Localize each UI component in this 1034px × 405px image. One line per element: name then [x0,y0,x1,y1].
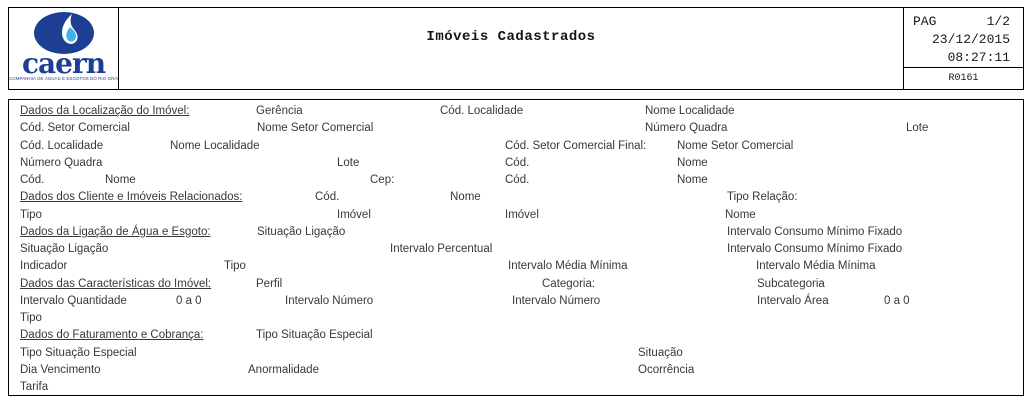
field-label: Nome [450,191,481,203]
field-label: Cód. [20,174,45,186]
logo-tagline: COMPANHIA DE ÁGUAS E ESGOTOS DO RIO GRAN… [9,76,118,81]
page-info-cell: PAG 1/2 23/12/2015 08:27:11 R0161 [903,8,1023,89]
pag-label: PAG [913,14,937,29]
field-label: Ocorrência [638,364,695,376]
pag-value: 1/2 [986,14,1010,29]
field-value: 0 a 0 [176,295,202,307]
field-label: Cód. [315,191,340,203]
body-row: Dados do Faturamento e Cobrança: Tipo Si… [9,329,1023,346]
field-label: Intervalo Média Mínima [508,260,628,272]
field-label: Situação Ligação [20,243,109,255]
field-label: Categoria: [542,278,596,290]
body-row: Tipo Imóvel Imóvel Nome [9,209,1023,226]
field-label: Gerência [256,105,303,117]
section-title: Dados da Localização do Imóvel: [20,105,190,117]
field-label: Nome Setor Comercial [677,140,794,152]
field-label: Nome [725,209,756,221]
report-header: caern COMPANHIA DE ÁGUAS E ESGOTOS DO RI… [8,7,1024,90]
field-label: Número Quadra [645,122,728,134]
field-label: Situação Ligação [257,226,346,238]
field-label: Intervalo Número [285,295,374,307]
field-label: Nome [677,174,708,186]
field-label: Situação [638,347,683,359]
field-label: Nome [105,174,136,186]
field-label: Tipo Situação Especial [20,347,137,359]
body-row: Cód. Setor Comercial Nome Setor Comercia… [9,122,1023,139]
body-row: Indicador Tipo Intervalo Média Mínima In… [9,260,1023,277]
body-row: Tarifa [9,381,1023,398]
field-label: Tipo [224,260,246,272]
page-number-row: PAG 1/2 [904,8,1023,29]
body-row: Dados dos Cliente e Imóveis Relacionados… [9,191,1023,208]
report-code: R0161 [948,73,979,84]
field-label: Cep: [370,174,395,186]
body-row: Tipo [9,312,1023,329]
body-row: Dados da Ligação de Água e Esgoto: Situa… [9,226,1023,243]
report-code-cell: R0161 [904,67,1023,89]
field-label: Cód. Localidade [440,105,524,117]
page-title: Imóveis Cadastrados [426,29,596,45]
body-row: Intervalo Quantidade 0 a 0 Intervalo Núm… [9,295,1023,312]
field-label: Tipo Situação Especial [256,329,373,341]
field-label: Intervalo Percentual [390,243,493,255]
field-label: Tipo Relação: [727,191,798,203]
caern-logo-icon [33,12,94,54]
logo-text: caern [21,47,106,80]
field-label: Nome Localidade [170,140,260,152]
field-label: Dia Vencimento [20,364,101,376]
field-label: Nome Setor Comercial [257,122,374,134]
body-row: Dia Vencimento Anormalidade Ocorrência [9,364,1023,381]
field-label: Cód. Setor Comercial [20,122,130,134]
field-label: Cód. Localidade [20,140,104,152]
body-row: Tipo Situação Especial Situação [9,347,1023,364]
logo-cell: caern COMPANHIA DE ÁGUAS E ESGOTOS DO RI… [9,8,119,89]
field-label: Tarifa [20,381,49,393]
field-label: Tipo [20,209,42,221]
section-title: Dados da Ligação de Água e Esgoto: [20,226,211,238]
field-value: 0 a 0 [884,295,910,307]
report-parameters-box: Dados da Localização do Imóvel: Gerência… [8,99,1024,396]
section-title: Dados dos Cliente e Imóveis Relacionados… [20,191,243,203]
field-label: Intervalo Número [512,295,601,307]
field-label: Lote [906,122,929,134]
body-row: Situação Ligação Intervalo Percentual In… [9,243,1023,260]
field-label: Intervalo Quantidade [20,295,127,307]
field-label: Intervalo Média Mínima [756,260,876,272]
field-label: Nome [677,157,708,169]
field-label: Nome Localidade [645,105,735,117]
field-label: Indicador [20,260,68,272]
body-row: Cód. Localidade Nome Localidade Cód. Set… [9,140,1023,157]
field-label: Cód. [505,174,530,186]
field-label: Imóvel [337,209,371,221]
field-label: Cód. Setor Comercial Final: [505,140,647,152]
section-title: Dados do Faturamento e Cobrança: [20,329,204,341]
field-label: Perfil [256,278,283,290]
field-label: Subcategoria [757,278,825,290]
report-time: 08:27:11 [947,50,1010,65]
report-date: 23/12/2015 [931,32,1010,47]
body-row: Dados das Características do Imóvel: Per… [9,278,1023,295]
body-row: Número Quadra Lote Cód. Nome [9,157,1023,174]
field-label: Anormalidade [248,364,319,376]
field-label: Tipo [20,312,42,324]
field-label: Cód. [505,157,530,169]
field-label: Lote [337,157,360,169]
field-label: Intervalo Consumo Mínimo Fixado [727,226,903,238]
field-label: Intervalo Consumo Mínimo Fixado [727,243,903,255]
body-row: Cód. Nome Cep: Cód. Nome [9,174,1023,191]
field-label: Número Quadra [20,157,103,169]
field-label: Intervalo Área [757,295,829,307]
field-label: Imóvel [505,209,539,221]
body-row: Dados da Localização do Imóvel: Gerência… [9,105,1023,122]
section-title: Dados das Características do Imóvel: [20,278,212,290]
title-cell: Imóveis Cadastrados [119,8,903,89]
